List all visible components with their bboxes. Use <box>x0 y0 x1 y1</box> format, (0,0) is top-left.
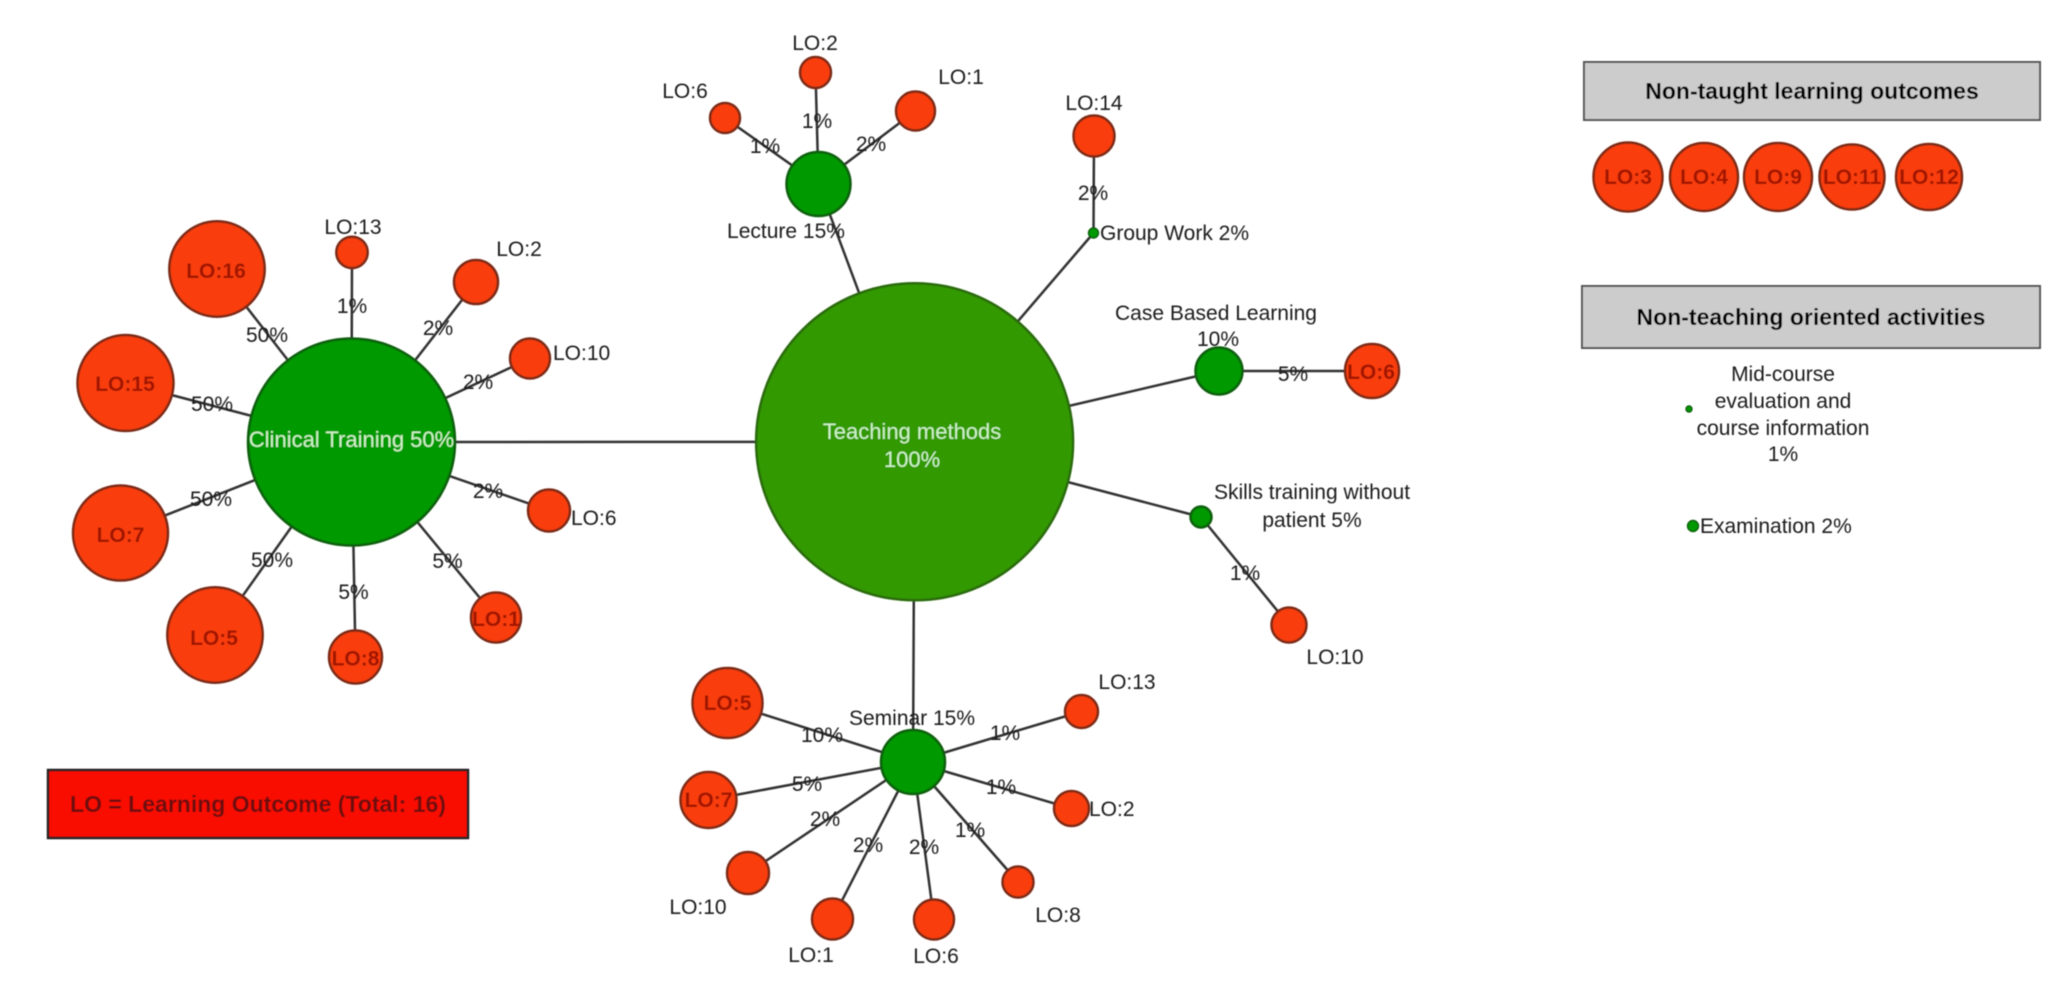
svg-text:2%: 2% <box>810 808 840 831</box>
svg-text:LO:5: LO:5 <box>704 692 752 715</box>
svg-text:Non-taught learning outcomes: Non-taught learning outcomes <box>1645 78 1979 104</box>
svg-text:LO:10: LO:10 <box>1306 646 1363 669</box>
svg-text:50%: 50% <box>190 488 232 511</box>
svg-text:1%: 1% <box>955 819 985 842</box>
svg-text:Case Based Learning: Case Based Learning <box>1115 302 1317 325</box>
svg-text:50%: 50% <box>251 549 293 572</box>
svg-text:5%: 5% <box>792 773 822 796</box>
svg-text:LO:6: LO:6 <box>1347 361 1395 384</box>
svg-text:LO:5: LO:5 <box>190 627 238 650</box>
svg-text:LO:13: LO:13 <box>324 216 381 239</box>
svg-text:LO:7: LO:7 <box>97 524 145 547</box>
svg-text:LO:4: LO:4 <box>1680 166 1728 189</box>
svg-text:1%: 1% <box>986 776 1016 799</box>
svg-text:LO:7: LO:7 <box>685 789 733 812</box>
svg-text:1%: 1% <box>1768 443 1798 466</box>
svg-text:2%: 2% <box>856 133 886 156</box>
svg-text:50%: 50% <box>246 324 288 347</box>
svg-text:1%: 1% <box>750 135 780 158</box>
svg-text:LO:10: LO:10 <box>669 896 726 919</box>
svg-text:10%: 10% <box>1197 328 1239 351</box>
svg-text:course information: course information <box>1697 417 1870 440</box>
svg-text:Non-teaching oriented activiti: Non-teaching oriented activities <box>1637 304 1986 330</box>
svg-text:LO:8: LO:8 <box>332 648 380 671</box>
svg-text:LO:1: LO:1 <box>788 944 834 967</box>
svg-text:1%: 1% <box>1230 562 1260 585</box>
svg-text:LO:13: LO:13 <box>1098 671 1155 694</box>
svg-text:5%: 5% <box>1278 363 1308 386</box>
svg-text:LO:11: LO:11 <box>1823 166 1882 189</box>
svg-text:Seminar 15%: Seminar 15% <box>849 707 975 730</box>
svg-text:LO:9: LO:9 <box>1754 166 1802 189</box>
svg-text:1%: 1% <box>802 110 832 133</box>
svg-text:50%: 50% <box>191 393 233 416</box>
svg-text:Lecture 15%: Lecture 15% <box>727 220 845 243</box>
svg-text:LO:2: LO:2 <box>792 32 838 55</box>
svg-text:LO:16: LO:16 <box>186 260 246 283</box>
svg-text:LO:12: LO:12 <box>1899 166 1959 189</box>
svg-text:LO:2: LO:2 <box>1089 798 1135 821</box>
svg-text:2%: 2% <box>473 480 503 503</box>
svg-text:2%: 2% <box>909 836 939 859</box>
svg-text:10%: 10% <box>801 724 843 747</box>
svg-text:Teaching methods: Teaching methods <box>823 419 1002 444</box>
svg-text:1%: 1% <box>337 295 367 318</box>
svg-text:2%: 2% <box>853 834 883 857</box>
svg-text:Examination 2%: Examination 2% <box>1700 515 1852 538</box>
svg-text:2%: 2% <box>463 371 493 394</box>
svg-text:Mid-course: Mid-course <box>1731 363 1835 386</box>
svg-text:LO:6: LO:6 <box>571 507 617 530</box>
svg-text:LO:6: LO:6 <box>662 80 708 103</box>
svg-text:Skills training without: Skills training without <box>1214 481 1410 504</box>
svg-text:2%: 2% <box>1078 182 1108 205</box>
svg-text:LO:14: LO:14 <box>1065 92 1123 115</box>
svg-text:patient 5%: patient 5% <box>1262 509 1361 532</box>
svg-text:LO:15: LO:15 <box>95 373 155 396</box>
svg-text:evaluation and: evaluation and <box>1715 390 1852 413</box>
svg-text:LO:8: LO:8 <box>1035 904 1081 927</box>
svg-text:LO:10: LO:10 <box>553 342 610 365</box>
svg-text:LO:3: LO:3 <box>1604 166 1652 189</box>
svg-text:5%: 5% <box>432 550 462 573</box>
svg-text:Clinical Training 50%: Clinical Training 50% <box>249 427 454 452</box>
svg-text:2%: 2% <box>423 317 453 340</box>
svg-text:LO:1: LO:1 <box>938 66 984 89</box>
svg-text:LO:2: LO:2 <box>496 238 542 261</box>
svg-text:LO:6: LO:6 <box>913 945 959 968</box>
svg-text:Group Work 2%: Group Work 2% <box>1100 222 1249 245</box>
svg-text:1%: 1% <box>990 722 1020 745</box>
svg-text:LO = Learning Outcome (Total:: LO = Learning Outcome (Total: 16) <box>70 791 446 817</box>
svg-text:100%: 100% <box>884 447 940 472</box>
svg-text:LO:1: LO:1 <box>472 608 520 631</box>
svg-text:5%: 5% <box>338 581 368 604</box>
